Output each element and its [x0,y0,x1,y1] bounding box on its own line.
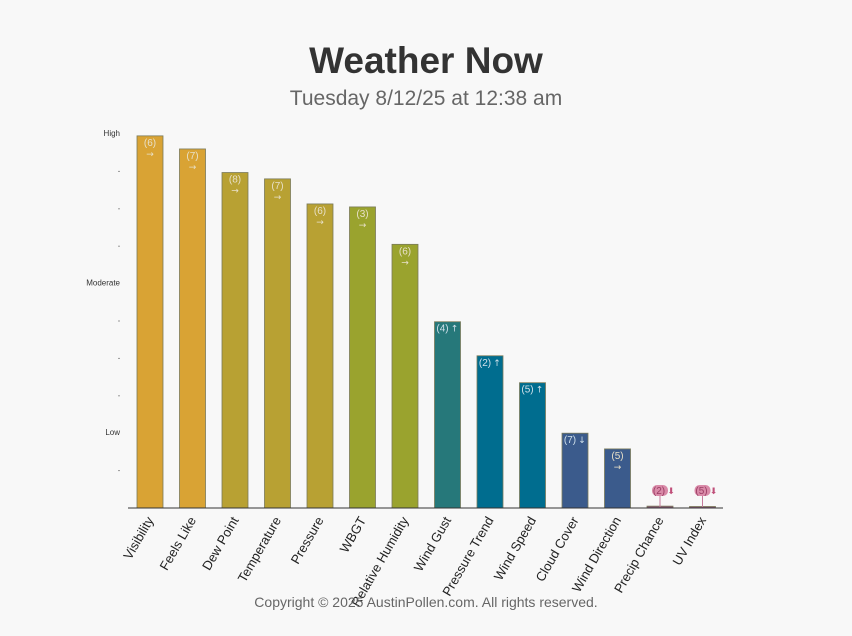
x-tick-label: Dew Point [199,514,242,573]
x-tick-label: Cloud Cover [532,513,581,584]
y-label-high: High [104,129,120,138]
bar-data-label: (2) [479,358,491,369]
bar-trend-icon: → [401,258,409,268]
bar-data-label: (6) [399,246,411,257]
badge-bubble [652,485,668,496]
bar-trend-icon: → [316,218,324,228]
bar-data-label: (6) [314,206,326,217]
bar-trend-icon: ↑ [451,325,459,335]
bar-wind-speed[interactable] [519,382,546,509]
bar-data-label: (3) [356,209,368,220]
bar-trend-icon: ↓ [578,436,586,446]
bar-data-label: (5) [611,451,623,462]
bar-data-label: (4) [436,324,448,335]
x-tick-label: Wind Speed [491,514,539,583]
bar-trend-icon: ↑ [493,359,501,369]
x-tick-label: Pressure [288,514,327,567]
bar-visibility[interactable] [136,135,164,509]
bar-relative-humidity[interactable] [391,243,419,509]
y-label-moderate: Moderate [86,279,120,288]
bar-cloud-cover[interactable] [561,432,589,509]
bar-feels-like[interactable] [179,148,206,509]
bar-pressure-trend[interactable] [476,355,504,509]
bar-trend-icon: ⬇ [710,487,718,497]
bar-temperature[interactable] [264,178,291,509]
bar-data-label: (6) [144,138,156,149]
bar-dew-point[interactable] [221,172,249,509]
bar-data-label: (7) [564,435,576,446]
bar-data-label: (7) [271,181,283,192]
x-tick-label: Wind Gust [411,514,455,574]
copyright-notice: Copyright © 2025 AustinPollen.com. All r… [254,594,598,610]
bar-trend-icon: → [274,193,282,203]
bar-data-label: (7) [186,151,198,162]
bar-wind-gust[interactable] [434,321,461,509]
bar-trend-icon: → [614,463,622,473]
badge-bubble [694,485,711,496]
x-tick-label: Visibility [120,514,157,562]
page-title: Weather Now [309,40,543,81]
bar-data-label: (5) [521,385,533,396]
bar-trend-icon: ⬇ [667,487,675,497]
bar-data-label: (2) [653,486,665,497]
x-tick-label: WBGT [337,514,370,555]
y-axis: High Moderate Low [86,129,121,472]
bar-data-label: (5) [695,486,707,497]
bar-pressure[interactable] [306,203,334,509]
bar-trend-icon: → [146,150,154,160]
y-label-low: Low [105,428,120,437]
bar-wbgt[interactable] [349,206,376,509]
bars: (6)→ (7)→(8)→ (7)→(6)→(3)→(6)→(4) ↑(2) ↑(5) ↑… [136,135,718,509]
page-subtitle: Tuesday 8/12/25 at 12:38 am [289,87,563,110]
bar-trend-icon: → [359,221,367,231]
bar-trend-icon: → [189,163,197,173]
x-tick-label: Temperature [235,514,284,585]
bar-trend-icon: → [231,187,239,197]
x-tick-label: UV Index [669,514,709,568]
x-tick-label: Feels Like [156,514,199,573]
bar-data-label: (8) [229,175,241,186]
bar-trend-icon: ↑ [536,386,544,396]
